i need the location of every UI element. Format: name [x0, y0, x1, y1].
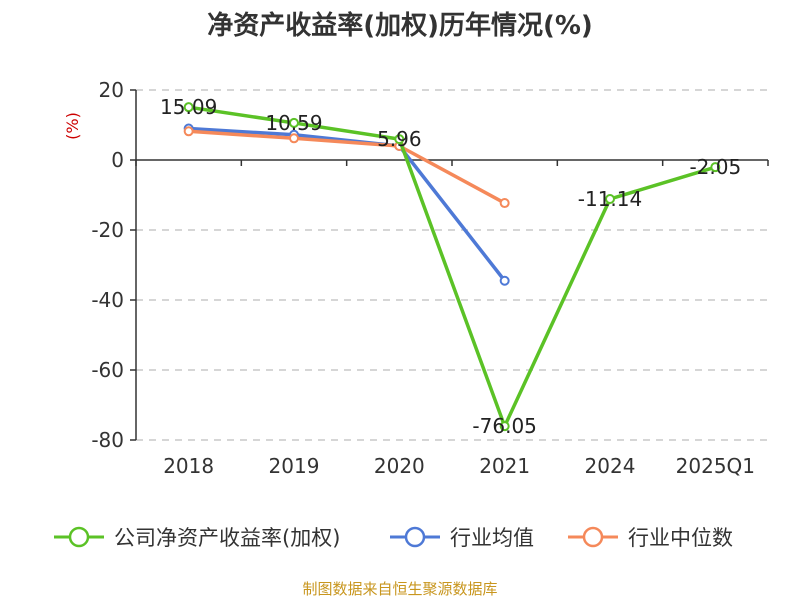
data-label: -2.05 [689, 155, 741, 179]
data-point [710, 162, 721, 173]
legend: 公司净资产收益率(加权) 行业均值 行业中位数 [54, 526, 733, 550]
data-point [183, 126, 194, 137]
chart-title: 净资产收益率(加权)历年情况(%) [207, 10, 593, 41]
data-point [183, 102, 194, 113]
y-tick-label: 20 [99, 78, 124, 102]
y-tick-label: -80 [91, 428, 124, 452]
y-axis-label: (%) [63, 112, 82, 140]
data-point [499, 198, 510, 209]
data-point [499, 421, 510, 432]
data-label: -76.05 [472, 414, 536, 438]
series-line [186, 105, 718, 428]
legend-label: 行业均值 [450, 526, 534, 550]
legend-label: 行业中位数 [628, 526, 733, 550]
data-labels: 15.09 10.59 5.96 -76.05 -11.14 -2.05 [160, 95, 741, 438]
y-tick-label: -60 [91, 358, 124, 382]
data-label: -11.14 [578, 187, 642, 211]
data-point [394, 134, 405, 145]
data-point [605, 193, 615, 204]
legend-marker [582, 526, 604, 548]
data-point [289, 133, 299, 144]
series [183, 102, 721, 432]
series-line [186, 126, 507, 283]
x-tick-label: 2024 [585, 454, 636, 478]
x-tick-label: 2020 [374, 454, 425, 478]
data-point [499, 275, 510, 286]
legend-marker [404, 526, 426, 548]
y-tick-label: -40 [91, 288, 124, 312]
y-tick-label: -20 [91, 218, 124, 242]
legend-label: 公司净资产收益率(加权) [114, 526, 340, 550]
data-label: 15.09 [160, 95, 217, 119]
x-tick-label: 2018 [163, 454, 214, 478]
x-tick-label: 2025Q1 [676, 454, 755, 478]
gridlines [136, 89, 768, 441]
source-note: 制图数据来自恒生聚源数据库 [302, 580, 497, 598]
data-point [289, 117, 299, 128]
data-label: 5.96 [377, 127, 422, 151]
legend-marker [68, 526, 90, 548]
data-label: 10.59 [265, 111, 322, 135]
axes: 20 0 -20 -40 -60 -80 2018 2019 2020 2021 2024 2025Q… [91, 78, 769, 478]
y-tick-label: 0 [111, 148, 124, 172]
x-tick-label: 2021 [479, 454, 530, 478]
series-line [186, 129, 507, 205]
x-tick-label: 2019 [269, 454, 320, 478]
